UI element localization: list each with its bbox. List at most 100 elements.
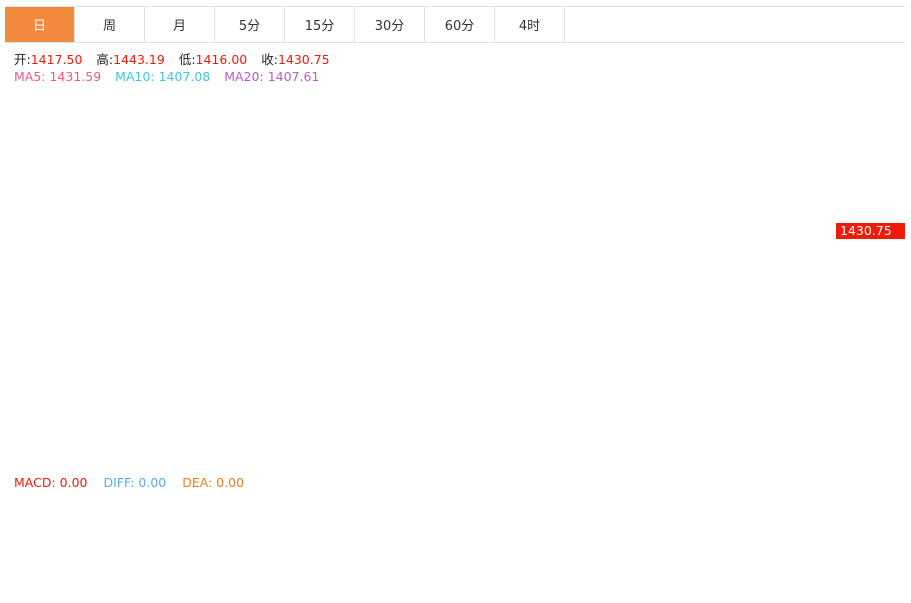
macd-bar (603, 516, 613, 528)
candle-body (195, 377, 205, 385)
macd-bar (267, 527, 277, 579)
candle-body (87, 394, 97, 406)
candle-body (483, 248, 493, 260)
candle-body (183, 375, 193, 399)
candle-body (687, 266, 697, 269)
candle (159, 406, 169, 431)
candle (123, 379, 133, 411)
candle (555, 230, 565, 275)
candle-body (471, 231, 481, 254)
candle-body (375, 162, 385, 173)
dea-line (7, 509, 789, 584)
candle-body (255, 350, 265, 354)
macd-bar (759, 526, 769, 528)
tab-3[interactable]: 5分 (215, 7, 285, 42)
tab-4[interactable]: 15分 (285, 7, 355, 42)
ma5-line (7, 164, 789, 438)
tab-1[interactable]: 周 (75, 7, 145, 42)
low-label: 低: (178, 52, 196, 67)
candle-body (759, 216, 769, 225)
macd-tick-label: 28.45 (841, 494, 875, 508)
macd-tick-label: -37.06 (841, 554, 880, 568)
price-tick-label: 1621.57 (841, 94, 891, 108)
macd-bar (303, 527, 313, 550)
ma10-line (7, 194, 789, 438)
candle-body (519, 220, 529, 230)
candle-body (579, 264, 589, 271)
price-tick-label: 1135.43 (841, 424, 891, 438)
candle (531, 205, 541, 246)
macd-bar (39, 527, 49, 528)
tab-2[interactable]: 月 (145, 7, 215, 42)
macd-bar (375, 498, 385, 528)
candle-body (447, 220, 457, 227)
candle (675, 226, 685, 273)
price-tick-label: 1488.99 (841, 184, 891, 198)
candle (171, 393, 181, 425)
candle (195, 361, 205, 388)
candle (39, 430, 49, 458)
macd-bar (243, 527, 253, 576)
candle-body (135, 401, 145, 421)
candle-body (567, 242, 577, 273)
tab-0[interactable]: 日 (5, 7, 75, 42)
current-price-value: 1430.75 (840, 223, 892, 238)
candle-body (435, 220, 445, 246)
candle-body (339, 238, 349, 253)
candle (267, 327, 277, 391)
candle-body (207, 350, 217, 385)
candle (207, 345, 217, 390)
candle (687, 231, 697, 280)
candle (459, 203, 469, 261)
candle-body (15, 424, 25, 432)
candle (495, 227, 505, 269)
tab-5[interactable]: 30分 (355, 7, 425, 42)
macd-bar (579, 524, 589, 528)
candle (771, 174, 781, 249)
candle (15, 412, 25, 443)
macd-bar (543, 527, 553, 528)
macd-bar (135, 527, 145, 551)
macd-bar (519, 520, 529, 528)
candle-body (399, 107, 409, 199)
candle (759, 163, 769, 232)
macd-bar (111, 527, 121, 536)
macd-bar (435, 520, 445, 528)
candle (399, 90, 409, 210)
macd-bar (411, 514, 421, 528)
macd-tick-label: -4.31 (841, 524, 872, 538)
macd-bar (675, 527, 685, 539)
macd-bar (771, 526, 781, 528)
macd-bar (315, 527, 325, 538)
price-tick-label: 1312.21 (841, 304, 891, 318)
candle (303, 270, 313, 313)
macd-bar (87, 523, 97, 528)
candle (375, 135, 385, 180)
close-label: 收: (261, 52, 278, 67)
macd-bar (723, 527, 733, 532)
candle-body (495, 250, 505, 258)
candle (711, 249, 721, 279)
price-tick-label: 1179.63 (841, 394, 891, 408)
macd-bar (639, 527, 649, 533)
candle-body (99, 389, 109, 399)
tab-6[interactable]: 60分 (425, 7, 495, 42)
candle-body (315, 227, 325, 288)
macd-bar (423, 522, 433, 528)
tab-7[interactable]: 4时 (495, 7, 565, 42)
candle-body (363, 171, 373, 199)
candle-body (699, 264, 709, 269)
candle (339, 197, 349, 277)
macd-bar (687, 527, 697, 539)
macd-bar (747, 526, 757, 528)
candle (579, 249, 589, 279)
candle (591, 227, 601, 266)
candle-body (543, 219, 553, 257)
candle (411, 172, 421, 247)
macd-bar (51, 525, 61, 528)
candle-body (111, 390, 121, 395)
macd-bar (711, 527, 721, 535)
candle-body (171, 398, 181, 423)
candle-body (711, 259, 721, 268)
